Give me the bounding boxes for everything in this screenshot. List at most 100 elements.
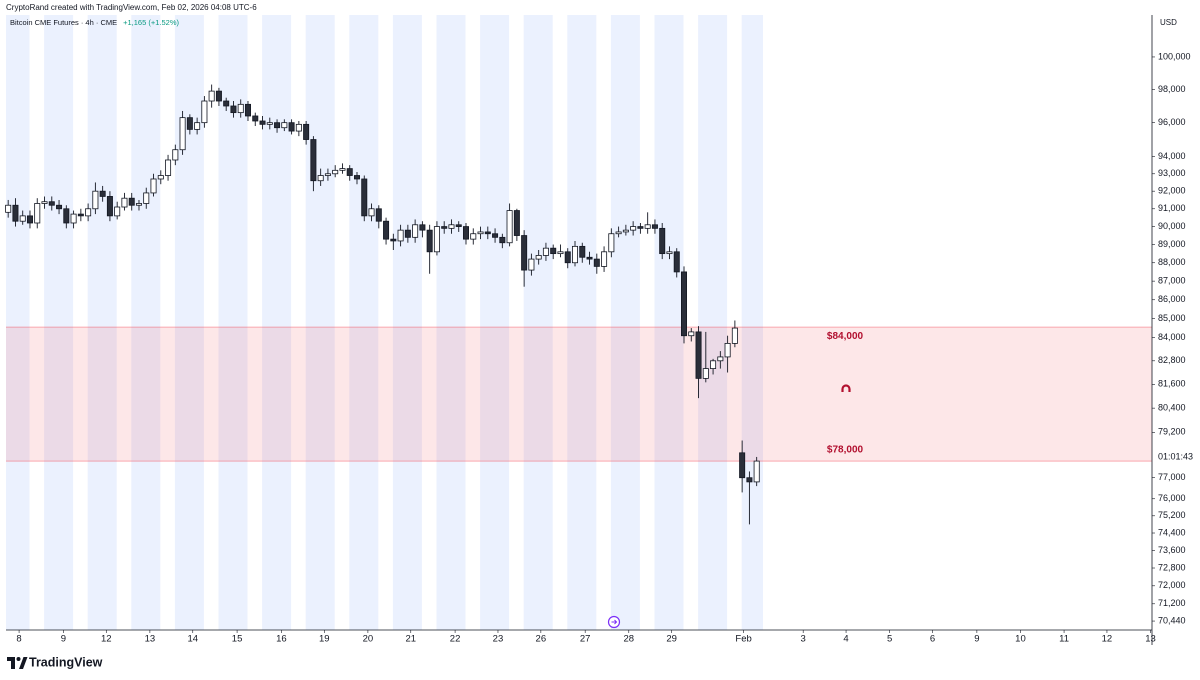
session-band <box>654 15 684 630</box>
candle-body <box>266 122 273 125</box>
candle-body <box>681 271 688 337</box>
candle-body <box>70 213 77 224</box>
candles <box>5 84 760 525</box>
y-tick-label: 71,200 <box>1158 598 1186 608</box>
candle-body <box>34 203 41 224</box>
candle-body <box>477 231 484 235</box>
y-tick-label: 86,000 <box>1158 294 1186 304</box>
candle-body <box>753 460 760 483</box>
candle-body <box>143 192 150 204</box>
y-tick-label: 76,000 <box>1158 493 1186 503</box>
candle-body <box>383 220 390 240</box>
candle-body <box>179 117 186 151</box>
candle-body <box>244 103 251 117</box>
candle-body <box>557 251 564 255</box>
candle-body <box>114 206 121 217</box>
candle-body <box>19 215 26 222</box>
candle-body <box>99 190 106 197</box>
candle-body <box>651 224 658 229</box>
change-legend: +1,165 (+1.52%) <box>123 18 179 27</box>
candle-body <box>346 168 353 176</box>
candle-body <box>208 90 215 102</box>
candle-body <box>194 122 201 130</box>
candle-body <box>666 251 673 255</box>
x-tick-label: 12 <box>101 634 112 645</box>
candle-body <box>724 342 731 358</box>
candle-body <box>455 224 462 227</box>
y-tick-label: 72,000 <box>1158 580 1186 590</box>
session-band <box>44 15 74 630</box>
x-tick-label: Feb <box>735 634 751 645</box>
countdown: 01:01:43 <box>1158 451 1193 461</box>
x-tick-label: 28 <box>623 634 634 645</box>
candle-body <box>223 100 230 107</box>
candle-body <box>579 245 586 258</box>
x-tick-label: 9 <box>61 634 66 645</box>
x-tick-label: 6 <box>930 634 935 645</box>
candle-body <box>252 115 259 122</box>
session-band <box>698 15 728 630</box>
candle-body <box>339 168 346 171</box>
candle-body <box>462 226 469 240</box>
session-band <box>87 15 117 630</box>
candle-body <box>48 201 55 206</box>
candle-body <box>608 233 615 253</box>
candle-body <box>165 159 172 176</box>
candle-body <box>375 208 382 222</box>
candle-body <box>215 90 222 102</box>
zone-rect <box>6 327 1152 462</box>
x-tick-label: 15 <box>232 634 243 645</box>
candle-body <box>128 197 135 206</box>
candle-body <box>361 178 368 217</box>
y-tick-label: 96,000 <box>1158 117 1186 127</box>
candle-body <box>717 356 724 362</box>
candle-body <box>506 210 513 244</box>
candle-body <box>426 229 433 253</box>
candle-body <box>303 123 310 140</box>
y-tick-label: 77,000 <box>1158 472 1186 482</box>
y-tick-label: 92,000 <box>1158 186 1186 196</box>
x-tick-label: 26 <box>536 634 547 645</box>
y-tick-label: 90,000 <box>1158 221 1186 231</box>
x-tick-label: 8 <box>16 634 21 645</box>
candle-body <box>404 229 411 238</box>
candle-body <box>63 208 70 224</box>
session-band <box>174 15 204 630</box>
candle-body <box>12 204 19 222</box>
axes: 100,000 98,000 96,000 94,000 93,000 92,000 91,… <box>6 15 1193 645</box>
x-tick-label: 10 <box>1015 634 1026 645</box>
candle-body <box>731 327 738 344</box>
credit: CryptoRand created with TradingView.com,… <box>6 3 257 12</box>
session-band <box>523 15 553 630</box>
candle-body <box>433 226 440 253</box>
candle-body <box>310 139 317 182</box>
y-tick-label: 88,000 <box>1158 257 1186 267</box>
zone-layer: $84,000 $78,000 <box>6 326 1152 462</box>
session-band <box>567 15 597 630</box>
candle-body <box>441 226 448 229</box>
x-tick-label: 27 <box>580 634 591 645</box>
candle-body <box>673 251 680 273</box>
candle-body <box>368 208 375 217</box>
candle-body <box>470 233 477 240</box>
candle-body <box>5 204 12 213</box>
event-marker[interactable] <box>607 615 621 629</box>
currency: USD <box>1160 18 1177 27</box>
candle-body <box>150 178 157 194</box>
session-band <box>6 15 30 630</box>
y-tick-label: 73,600 <box>1158 545 1186 555</box>
candle-body <box>230 105 237 114</box>
candle-body <box>92 190 99 210</box>
y-tick-label: 74,400 <box>1158 527 1186 537</box>
candle-body <box>390 238 397 242</box>
y-tick-label: 91,000 <box>1158 203 1186 213</box>
candle-body <box>695 331 702 379</box>
candle-body <box>274 122 281 129</box>
candle-body <box>513 210 520 236</box>
candle-body <box>739 452 746 479</box>
candle-body <box>106 196 113 217</box>
candle-body <box>259 120 266 125</box>
candle-body <box>630 226 637 231</box>
x-tick-label: 5 <box>887 634 892 645</box>
y-tick-label: 75,200 <box>1158 510 1186 520</box>
